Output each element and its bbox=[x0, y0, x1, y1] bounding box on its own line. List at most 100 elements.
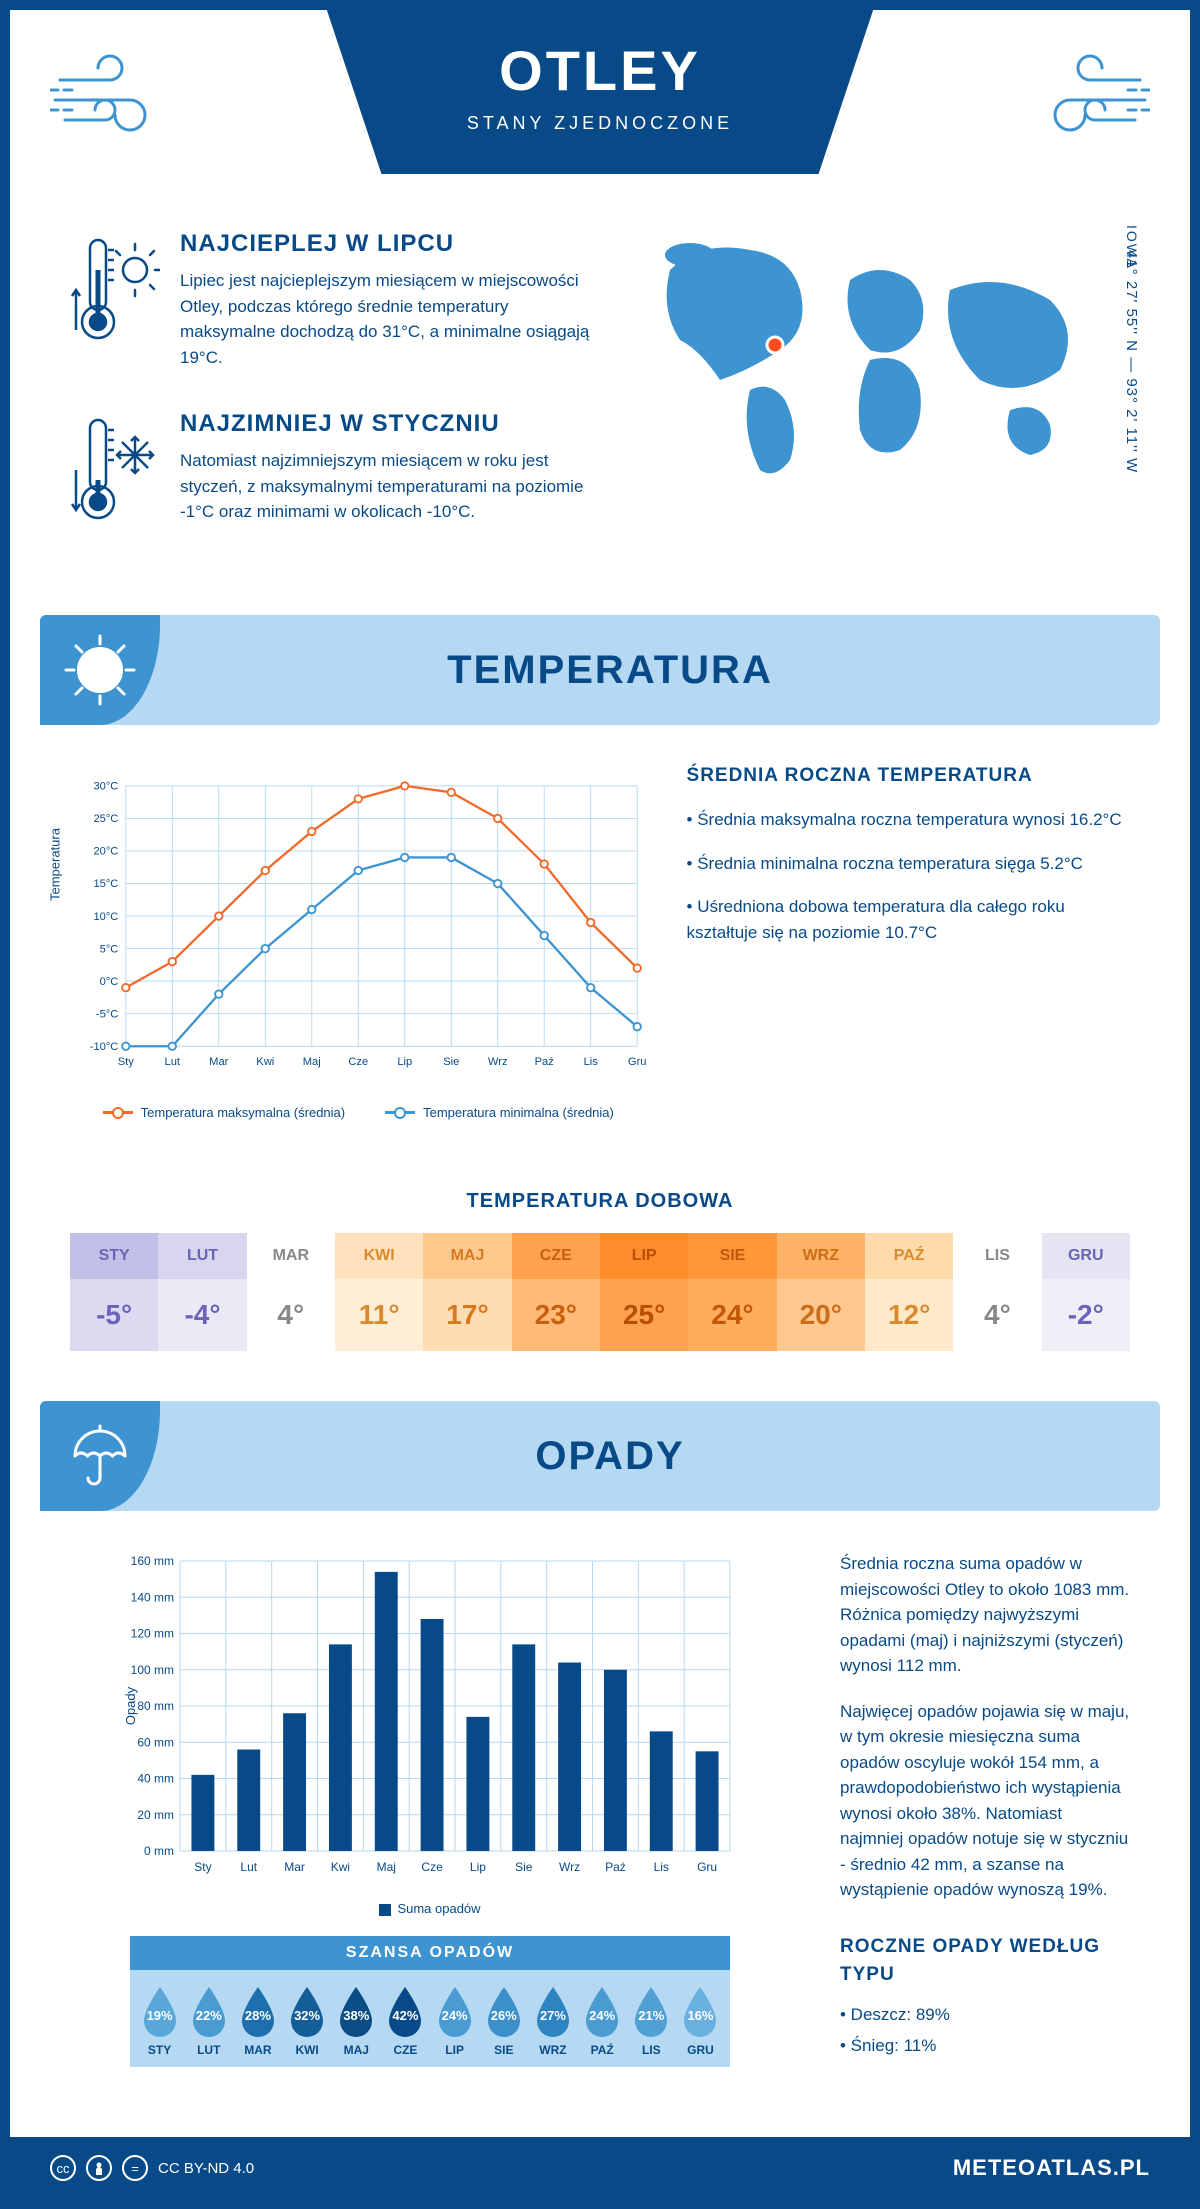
coldest-title: NAJZIMNIEJ W STYCZNIU bbox=[180, 410, 590, 438]
daily-cell: SIE 24° bbox=[688, 1233, 776, 1351]
temperature-chart: Temperatura -10°C-5°C0°C5°C10°C15°C20°C2… bbox=[70, 765, 647, 1120]
daily-cell: LIS 4° bbox=[953, 1233, 1041, 1351]
coldest-block: NAJZIMNIEJ W STYCZNIU Natomiast najzimni… bbox=[70, 410, 590, 535]
city-title: OTLEY bbox=[467, 38, 733, 103]
svg-text:Kwi: Kwi bbox=[256, 1056, 274, 1068]
sun-icon bbox=[40, 615, 160, 725]
license-text: CC BY-ND 4.0 bbox=[158, 2160, 254, 2177]
precipitation-info: Średnia roczna suma opadów w miejscowośc… bbox=[840, 1551, 1130, 2067]
daily-cell: STY -5° bbox=[70, 1233, 158, 1351]
svg-text:Paź: Paź bbox=[535, 1056, 555, 1068]
svg-text:-10°C: -10°C bbox=[90, 1041, 119, 1053]
daily-cell: MAR 4° bbox=[247, 1233, 335, 1351]
svg-text:Wrz: Wrz bbox=[488, 1056, 508, 1068]
precip-p2: Najwięcej opadów pojawia się w maju, w t… bbox=[840, 1699, 1130, 1903]
temp-chart-legend: Temperatura maksymalna (średnia) Tempera… bbox=[70, 1105, 647, 1120]
daily-cell: LIP 25° bbox=[600, 1233, 688, 1351]
chance-cell: 16% GRU bbox=[676, 1985, 725, 2057]
svg-text:Opady: Opady bbox=[123, 1686, 138, 1725]
svg-text:0 mm: 0 mm bbox=[144, 1844, 174, 1858]
location-marker bbox=[767, 337, 783, 353]
temperature-banner: TEMPERATURA bbox=[40, 615, 1160, 725]
warmest-text: Lipiec jest najcieplejszym miesiącem w m… bbox=[180, 268, 590, 370]
svg-text:60 mm: 60 mm bbox=[137, 1735, 174, 1749]
svg-text:0°C: 0°C bbox=[100, 976, 119, 988]
wind-icon bbox=[1020, 50, 1150, 155]
svg-text:20 mm: 20 mm bbox=[137, 1808, 174, 1822]
precipitation-chart: Opady0 mm20 mm40 mm60 mm80 mm100 mm120 m… bbox=[70, 1551, 790, 2067]
chance-title: SZANSA OPADÓW bbox=[130, 1936, 730, 1970]
svg-text:140 mm: 140 mm bbox=[131, 1590, 174, 1604]
country-subtitle: STANY ZJEDNOCZONE bbox=[467, 113, 733, 134]
title-banner: OTLEY STANY ZJEDNOCZONE bbox=[327, 10, 873, 174]
svg-text:160 mm: 160 mm bbox=[131, 1554, 174, 1568]
svg-text:25°C: 25°C bbox=[93, 813, 118, 825]
precip-type-title: ROCZNE OPADY WEDŁUG TYPU bbox=[840, 1933, 1130, 1990]
coordinates: 41° 27' 55'' N — 93° 2' 11'' W bbox=[1123, 250, 1140, 473]
temp-bullet: • Średnia minimalna roczna temperatura s… bbox=[687, 851, 1130, 877]
svg-text:Lut: Lut bbox=[240, 1860, 257, 1874]
svg-text:Lis: Lis bbox=[584, 1056, 599, 1068]
temperature-info: ŚREDNIA ROCZNA TEMPERATURA • Średnia mak… bbox=[687, 765, 1130, 1120]
daily-cell: PAŹ 12° bbox=[865, 1233, 953, 1351]
site-name: METEOATLAS.PL bbox=[953, 2155, 1150, 2181]
precip-type: • Śnieg: 11% bbox=[840, 2033, 1130, 2059]
svg-text:Sty: Sty bbox=[194, 1860, 211, 1874]
chance-cell: 32% KWI bbox=[283, 1985, 332, 2057]
svg-text:Sty: Sty bbox=[118, 1056, 135, 1068]
warmest-title: NAJCIEPLEJ W LIPCU bbox=[180, 230, 590, 258]
svg-text:Cze: Cze bbox=[348, 1056, 368, 1068]
precip-p1: Średnia roczna suma opadów w miejscowośc… bbox=[840, 1551, 1130, 1679]
world-map-block: IOWA 41° 27' 55'' N — 93° 2' 11'' W bbox=[630, 230, 1130, 575]
chance-cell: 24% LIP bbox=[430, 1985, 479, 2057]
svg-text:Gru: Gru bbox=[697, 1860, 717, 1874]
chance-cell: 21% LIS bbox=[627, 1985, 676, 2057]
temp-bullet: • Średnia maksymalna roczna temperatura … bbox=[687, 807, 1130, 833]
thermometer-hot-icon bbox=[70, 230, 160, 370]
svg-text:Lip: Lip bbox=[397, 1056, 412, 1068]
svg-text:Lut: Lut bbox=[165, 1056, 181, 1068]
svg-text:-5°C: -5°C bbox=[96, 1008, 118, 1020]
svg-text:30°C: 30°C bbox=[93, 781, 118, 793]
daily-temp-title: TEMPERATURA DOBOWA bbox=[10, 1190, 1190, 1213]
rain-chance-box: SZANSA OPADÓW 19% STY 22% LUT 28% MAR 32… bbox=[130, 1936, 730, 2067]
chance-cell: 38% MAJ bbox=[332, 1985, 381, 2057]
svg-text:Mar: Mar bbox=[209, 1056, 228, 1068]
svg-text:Sie: Sie bbox=[443, 1056, 459, 1068]
by-icon bbox=[86, 2155, 112, 2181]
svg-text:Mar: Mar bbox=[284, 1860, 305, 1874]
cc-icon: cc bbox=[50, 2155, 76, 2181]
daily-temp-table: STY -5°LUT -4°MAR 4°KWI 11°MAJ 17°CZE 23… bbox=[70, 1233, 1130, 1351]
header: OTLEY STANY ZJEDNOCZONE bbox=[10, 10, 1190, 210]
daily-cell: GRU -2° bbox=[1042, 1233, 1130, 1351]
svg-text:Maj: Maj bbox=[377, 1860, 396, 1874]
chance-cell: 22% LUT bbox=[184, 1985, 233, 2057]
nd-icon: = bbox=[122, 2155, 148, 2181]
svg-text:Cze: Cze bbox=[421, 1860, 443, 1874]
svg-text:20°C: 20°C bbox=[93, 846, 118, 858]
svg-text:Sie: Sie bbox=[515, 1860, 533, 1874]
svg-text:5°C: 5°C bbox=[100, 943, 119, 955]
world-map bbox=[630, 230, 1090, 490]
thermometer-cold-icon bbox=[70, 410, 160, 535]
daily-cell: WRZ 20° bbox=[777, 1233, 865, 1351]
svg-text:Wrz: Wrz bbox=[559, 1860, 580, 1874]
section-title-precip: OPADY bbox=[160, 1434, 1160, 1479]
svg-text:10°C: 10°C bbox=[93, 911, 118, 923]
svg-text:Gru: Gru bbox=[628, 1056, 647, 1068]
svg-text:Maj: Maj bbox=[303, 1056, 321, 1068]
svg-text:40 mm: 40 mm bbox=[137, 1772, 174, 1786]
svg-text:Lis: Lis bbox=[654, 1860, 669, 1874]
legend-min-label: Temperatura minimalna (średnia) bbox=[423, 1105, 614, 1120]
chart-ylabel: Temperatura bbox=[48, 828, 63, 901]
umbrella-icon bbox=[40, 1401, 160, 1511]
chance-cell: 19% STY bbox=[135, 1985, 184, 2057]
footer: cc = CC BY-ND 4.0 METEOATLAS.PL bbox=[10, 2137, 1190, 2199]
precip-legend: Suma opadów bbox=[70, 1901, 790, 1916]
daily-cell: LUT -4° bbox=[158, 1233, 246, 1351]
chance-cell: 27% WRZ bbox=[528, 1985, 577, 2057]
svg-text:Lip: Lip bbox=[470, 1860, 486, 1874]
daily-cell: MAJ 17° bbox=[423, 1233, 511, 1351]
chance-cell: 26% SIE bbox=[479, 1985, 528, 2057]
svg-text:120 mm: 120 mm bbox=[131, 1627, 174, 1641]
